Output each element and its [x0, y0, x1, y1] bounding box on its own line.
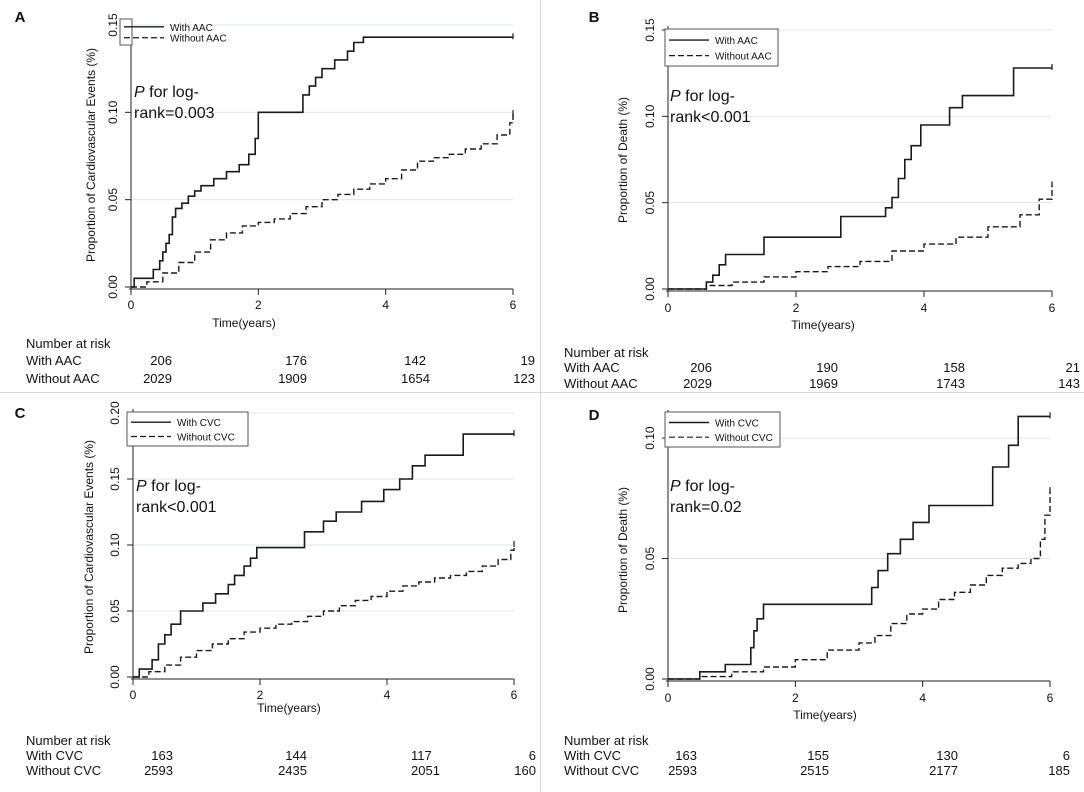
panel-c-pvalue-line1: P for log- — [136, 478, 201, 495]
panel-c-y-tick-label: 0.15 — [108, 467, 122, 491]
panel-d-x-tick-label: 6 — [1047, 691, 1054, 705]
panel-a-series-without — [131, 114, 514, 288]
panel-a-x-tick-label: 6 — [510, 298, 517, 312]
panel-c-x-tick-label: 0 — [130, 688, 137, 702]
panel-d-y-tick-label: 0.10 — [643, 426, 657, 450]
panel-d-pvalue-italic: P — [670, 478, 681, 495]
panel-a-x-axis-label: Time(years) — [212, 316, 276, 330]
panel-c-x-tick-label: 2 — [257, 688, 264, 702]
panel-a-x-tick-label: 0 — [128, 298, 135, 312]
panel-a-pvalue-text: for log- — [145, 84, 199, 101]
panel-c-y-tick-label: 0.00 — [108, 665, 122, 689]
panel-b-pvalue-text: for log- — [681, 88, 735, 105]
panel-a-y-tick-label: 0.00 — [106, 275, 120, 299]
panel-b-x-tick-label: 6 — [1049, 301, 1056, 315]
panel-c-x-axis-label: Time(years) — [257, 701, 321, 715]
panel-d-legend — [664, 411, 781, 448]
panel-d-y-tick-label: 0.05 — [643, 547, 657, 571]
panel-b-x-axis-label: Time(years) — [791, 318, 855, 332]
panel-d-x-tick-label: 4 — [919, 691, 926, 705]
panel-b-legend — [664, 28, 779, 67]
panel-d-x-tick-label: 0 — [665, 691, 672, 705]
panel-c-x-tick-label: 4 — [384, 688, 391, 702]
panel-c-legend — [126, 411, 249, 447]
panel-b-pvalue-line2: rank<0.001 — [670, 109, 751, 126]
panel-b-y-tick-label: 0.15 — [643, 18, 657, 42]
panel-a-pvalue-line2: rank=0.003 — [134, 105, 215, 122]
panel-separator-horizontal — [0, 392, 1084, 393]
panel-d-y-axis-label: Proportion of Death (%) — [616, 487, 630, 613]
panel-d-x-tick-label: 2 — [792, 691, 799, 705]
panel-b-pvalue-italic: P — [670, 88, 681, 105]
panel-c-y-axis-label: Proportion of Cardiovascular Events (%) — [82, 440, 96, 654]
panel-d-letter: D — [589, 407, 600, 424]
panel-a: 0.00 0.05 0.10 0.15 0 2 4 6 Time(years) Proportio… — [0, 0, 540, 392]
panel-d-pvalue-text: for log- — [681, 478, 735, 495]
panel-a-legend-label: Without AAC — [170, 34, 227, 45]
panel-a-legend — [119, 18, 133, 46]
panel-c: 0.00 0.05 0.10 0.15 0.20 0 2 4 6 Time(years) Propo… — [0, 392, 540, 792]
panel-b-series-with — [668, 67, 1052, 290]
panel-d-series-without — [668, 491, 1051, 680]
panel-a-y-tick-label: 0.05 — [106, 188, 120, 212]
panel-a-x-tick-label: 2 — [255, 298, 262, 312]
panel-a-legend-label: With AAC — [170, 23, 213, 34]
panel-c-pvalue-line2: rank<0.001 — [136, 499, 217, 516]
panel-b-y-tick-label: 0.05 — [643, 191, 657, 215]
panel-c-series-with — [133, 433, 514, 678]
panel-c-x-tick-label: 6 — [511, 688, 518, 702]
panel-b-y-tick-label: 0.00 — [643, 277, 657, 301]
panel-separator-vertical — [540, 0, 541, 792]
panel-a-pvalue-italic: P — [134, 84, 145, 101]
panel-a-x-tick-label: 4 — [382, 298, 389, 312]
panel-b-legend-label: Without AAC — [715, 52, 772, 63]
panel-b-x-tick-label: 2 — [793, 301, 800, 315]
panel-a-series-with — [131, 36, 513, 288]
panel-d-pvalue-line2: rank=0.02 — [670, 499, 742, 516]
panel-b-y-axis-label: Proportion of Death (%) — [616, 97, 630, 223]
panel-a-chart: 0.00 0.05 0.10 0.15 0 2 4 6 Time(years) Proportio… — [15, 9, 517, 330]
panel-b-x-tick-label: 0 — [665, 301, 672, 315]
panel-c-series-without — [133, 545, 515, 678]
panel-c-y-tick-label: 0.20 — [108, 401, 122, 425]
panel-a-y-tick-label: 0.10 — [106, 100, 120, 124]
panel-d-chart: 0.00 0.05 0.10 0 2 4 6 Time(years) Proportion of… — [589, 407, 1054, 722]
panel-c-y-tick-label: 0.10 — [108, 533, 122, 557]
panel-b-x-tick-label: 4 — [921, 301, 928, 315]
panel-a-y-tick-label: 0.15 — [106, 13, 120, 37]
panel-c-legend-label: With CVC — [177, 418, 221, 429]
panel-a-pvalue-line1: P for log- — [134, 84, 199, 101]
panel-c-chart: 0.00 0.05 0.10 0.15 0.20 0 2 4 6 Time(years) Propo… — [15, 401, 518, 715]
panel-b: 0.00 0.05 0.10 0.15 0 2 4 6 Time(years) Proportio… — [540, 0, 1084, 392]
panel-c-legend-label: Without CVC — [177, 432, 235, 443]
panel-d-legend-label: Without CVC — [715, 433, 773, 444]
panel-b-letter: B — [589, 9, 600, 26]
panel-b-legend-label: With AAC — [715, 36, 758, 47]
panel-c-letter: C — [15, 405, 26, 422]
panel-b-y-tick-label: 0.10 — [643, 104, 657, 128]
panel-d-series-with — [668, 415, 1050, 680]
panel-b-chart: 0.00 0.05 0.10 0.15 0 2 4 6 Time(years) Proportio… — [589, 9, 1056, 332]
panel-d: 0.00 0.05 0.10 0 2 4 6 Time(years) Proportion of… — [540, 392, 1084, 792]
panel-a-letter: A — [15, 9, 26, 26]
panel-c-y-tick-label: 0.05 — [108, 599, 122, 623]
panel-d-x-axis-label: Time(years) — [793, 708, 857, 722]
panel-b-series-without — [668, 185, 1053, 290]
panel-c-pvalue-italic: P — [136, 478, 147, 495]
panel-d-y-tick-label: 0.00 — [643, 667, 657, 691]
panel-c-pvalue-text: for log- — [147, 478, 201, 495]
panel-d-pvalue-line1: P for log- — [670, 478, 735, 495]
panel-b-pvalue-line1: P for log- — [670, 88, 735, 105]
panel-a-y-axis-label: Proportion of Cardiovascular Events (%) — [84, 48, 98, 262]
panel-d-legend-label: With CVC — [715, 419, 759, 430]
